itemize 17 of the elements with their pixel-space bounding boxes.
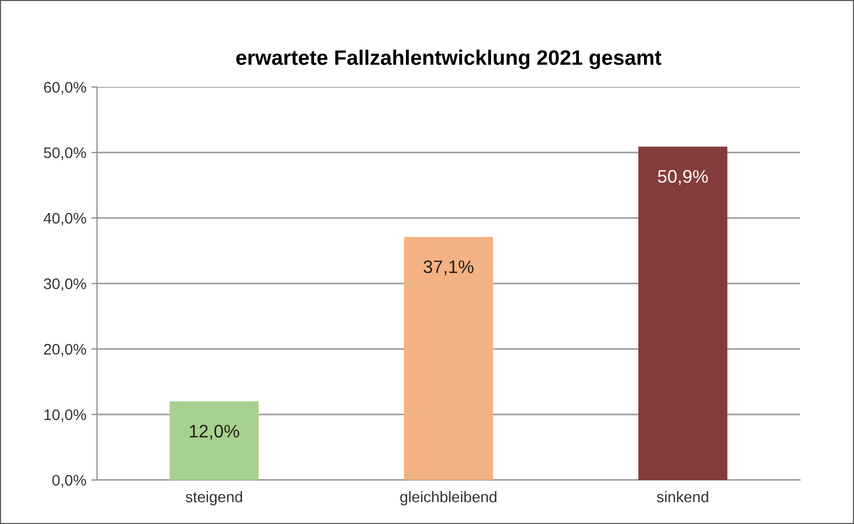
bar bbox=[404, 236, 494, 480]
data-label: 37,1% bbox=[424, 260, 474, 276]
bar bbox=[170, 401, 259, 480]
x-tick-label: sinkend bbox=[656, 491, 708, 502]
y-tick-label: 60,0% bbox=[44, 82, 86, 94]
y-tick-label: 50,0% bbox=[44, 147, 86, 160]
y-tick-label: 20,0% bbox=[44, 344, 86, 356]
bar bbox=[638, 146, 728, 480]
y-tick-label: 0,0% bbox=[52, 474, 86, 488]
y-tick-label: 10,0% bbox=[44, 409, 86, 422]
y-tick-label: 30,0% bbox=[44, 278, 86, 291]
y-tick-label: 40,0% bbox=[44, 212, 86, 226]
x-tick-label: gleichbleibend bbox=[400, 491, 496, 506]
data-label: 12,0% bbox=[190, 424, 240, 440]
x-tick-label: steigend bbox=[186, 491, 242, 506]
data-label: 50,9% bbox=[658, 170, 708, 185]
chart-title: erwartete Fallzahlentwicklung 2021 gesamt bbox=[236, 50, 662, 70]
